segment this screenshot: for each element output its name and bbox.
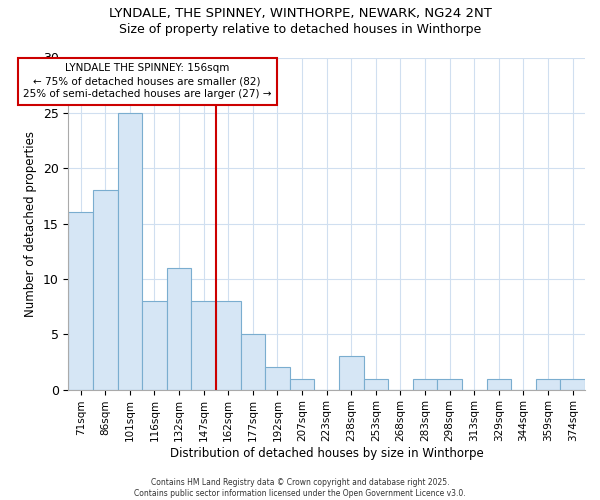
- Bar: [68, 212, 93, 390]
- Bar: [241, 334, 265, 390]
- Bar: [191, 301, 216, 390]
- Bar: [339, 356, 364, 390]
- Bar: [536, 378, 560, 390]
- Bar: [265, 368, 290, 390]
- Y-axis label: Number of detached properties: Number of detached properties: [24, 130, 37, 316]
- Text: LYNDALE THE SPINNEY: 156sqm
← 75% of detached houses are smaller (82)
25% of sem: LYNDALE THE SPINNEY: 156sqm ← 75% of det…: [23, 63, 271, 100]
- Text: LYNDALE, THE SPINNEY, WINTHORPE, NEWARK, NG24 2NT: LYNDALE, THE SPINNEY, WINTHORPE, NEWARK,…: [109, 8, 491, 20]
- Text: Size of property relative to detached houses in Winthorpe: Size of property relative to detached ho…: [119, 22, 481, 36]
- Bar: [118, 113, 142, 390]
- X-axis label: Distribution of detached houses by size in Winthorpe: Distribution of detached houses by size …: [170, 447, 484, 460]
- Bar: [167, 268, 191, 390]
- Bar: [93, 190, 118, 390]
- Bar: [437, 378, 462, 390]
- Bar: [290, 378, 314, 390]
- Text: Contains HM Land Registry data © Crown copyright and database right 2025.
Contai: Contains HM Land Registry data © Crown c…: [134, 478, 466, 498]
- Bar: [142, 301, 167, 390]
- Bar: [364, 378, 388, 390]
- Bar: [487, 378, 511, 390]
- Bar: [413, 378, 437, 390]
- Bar: [560, 378, 585, 390]
- Bar: [216, 301, 241, 390]
